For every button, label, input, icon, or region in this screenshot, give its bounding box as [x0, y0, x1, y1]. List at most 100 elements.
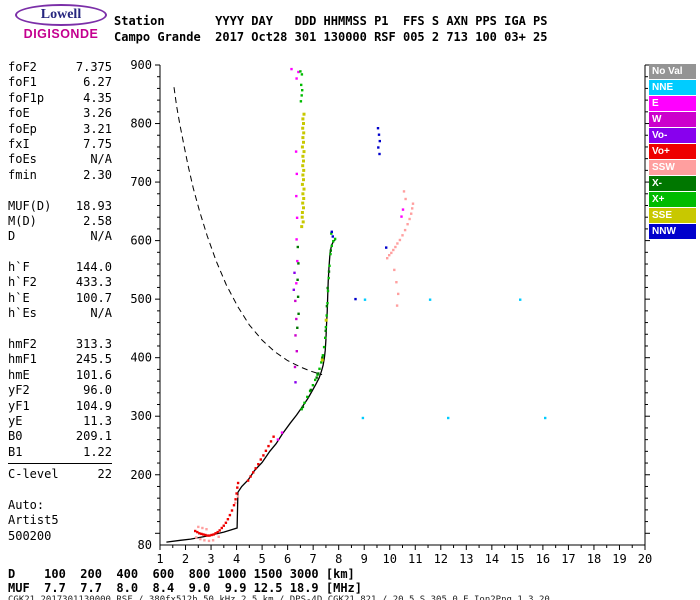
legend-item-nne: NNE [649, 80, 696, 95]
profile-line-topside-extrapolation [173, 87, 323, 376]
svg-text:8: 8 [335, 552, 342, 566]
legend-item-vo-: Vo- [649, 128, 696, 143]
param-value: 6.27 [83, 75, 112, 90]
svg-text:3: 3 [207, 552, 214, 566]
direction-legend: No Val NNE E W Vo- Vo+ SSW X- X+ SSE NNW [649, 64, 696, 240]
svg-text:17: 17 [561, 552, 575, 566]
param-row-b0: B0 209.1 [8, 429, 112, 444]
svg-text:7: 7 [310, 552, 317, 566]
param-value: 144.0 [75, 260, 112, 275]
param-label: h`Es [8, 306, 37, 321]
plot-axes [159, 65, 646, 546]
param-value: 7.375 [75, 60, 112, 74]
param-value: 1.22 [83, 444, 112, 459]
svg-text:10: 10 [383, 552, 397, 566]
param-label: D [8, 229, 16, 244]
svg-text:900: 900 [130, 58, 152, 72]
svg-text:16: 16 [536, 552, 550, 566]
param-value: N/A [90, 152, 112, 167]
svg-text:5: 5 [258, 552, 265, 566]
param-row-fof1: foF1 6.27 [8, 75, 112, 90]
param-row-artist5: Artist5 [8, 513, 112, 528]
param-row-hme: hmE 101.6 [8, 368, 112, 383]
param-label: foEp [8, 121, 37, 136]
param-row-fof1p: foF1p 4.35 [8, 91, 112, 106]
svg-text:700: 700 [130, 175, 152, 189]
legend-item-nnw: NNW [649, 224, 696, 239]
svg-text:15: 15 [510, 552, 524, 566]
echo-series-Vo+ [194, 435, 275, 537]
param-label: foF1p [8, 90, 45, 105]
param-value: 313.3 [75, 337, 112, 352]
svg-text:18: 18 [587, 552, 601, 566]
echo-series-E [276, 67, 405, 441]
param-label: Artist5 [8, 513, 59, 528]
svg-text:11: 11 [408, 552, 422, 566]
legend-item-x-: X- [649, 176, 696, 191]
param-row-hmf1: hmF1 245.5 [8, 352, 112, 367]
svg-text:600: 600 [130, 234, 152, 248]
echo-series-X- [296, 245, 332, 409]
lowell-digisonde-logo: Lowell DIGISONDE [8, 4, 114, 41]
param-value: 245.5 [75, 352, 112, 367]
svg-text:13: 13 [459, 552, 473, 566]
param-value: 104.9 [75, 398, 112, 413]
param-label: hmE [8, 367, 30, 382]
svg-text:6: 6 [284, 552, 291, 566]
param-value: 101.6 [75, 367, 112, 382]
y-axis-ticks [155, 64, 650, 534]
param-row-fof2: foF2 7.375 [8, 60, 112, 75]
param-value: 96.0 [83, 383, 112, 398]
param-divider [8, 463, 112, 465]
svg-text:2: 2 [182, 552, 189, 566]
x-axis-ticks [159, 545, 646, 550]
param-row-hmf2: hmF2 313.3 [8, 337, 112, 352]
param-label: foEs [8, 152, 37, 167]
legend-item-ssw: SSW [649, 160, 696, 175]
param-row-md: M(D) 2.58 [8, 214, 112, 229]
param-value: 2.30 [83, 167, 112, 182]
param-row-fxi: fxI 7.75 [8, 137, 112, 152]
legend-item-sse: SSE [649, 208, 696, 223]
echo-series-SSW [195, 190, 415, 543]
param-value: N/A [90, 229, 112, 244]
param-value: 18.93 [75, 198, 112, 213]
param-label: hmF1 [8, 352, 37, 367]
echo-series-Vo- [292, 271, 297, 384]
param-label: yF2 [8, 383, 30, 398]
param-value: N/A [90, 306, 112, 321]
param-label: 500200 [8, 528, 52, 543]
svg-text:1: 1 [156, 552, 163, 566]
legend-item-x+: X+ [649, 192, 696, 207]
x-axis-labels: 1 2 3 4 5 6 7 8 9 10 11 12 13 14 15 16 17 18 19 20 [156, 552, 652, 566]
station-header: Station YYYY DAY DDD HHMMSS P1 FFS S AXN… [114, 13, 547, 45]
param-label: foE [8, 106, 30, 121]
legend-item-vo+: Vo+ [649, 144, 696, 159]
legend-item-noval: No Val [649, 64, 696, 79]
param-row-auto: Auto: [8, 498, 112, 513]
parameter-panel: foF2 7.375 foF1 6.27 foF1p 4.35 foE 3.26 foEp 3.2… [8, 60, 112, 544]
svg-text:500: 500 [130, 292, 152, 306]
param-row-500200: 500200 [8, 529, 112, 544]
echo-series-NNE [361, 298, 547, 420]
param-value: 3.26 [83, 106, 112, 121]
svg-text:800: 800 [130, 117, 152, 131]
param-row-yf1: yF1 104.9 [8, 399, 112, 414]
legend-item-e: E [649, 96, 696, 111]
param-label: h`F2 [8, 275, 37, 290]
svg-text:20: 20 [638, 552, 652, 566]
param-row-clevel: C-level 22 [8, 467, 112, 482]
param-label: Auto: [8, 497, 45, 512]
param-row-foes: foEs N/A [8, 152, 112, 167]
param-label: yE [8, 413, 23, 428]
param-row-hes: h`Es N/A [8, 306, 112, 321]
param-value: 11.3 [83, 413, 112, 428]
param-label: h`F [8, 260, 30, 275]
file-info-line: CGK21_2017301130000.RSF / 380fx512h 50 k… [8, 595, 550, 600]
echo-series-W [293, 299, 298, 369]
param-row-fmin: fmin 2.30 [8, 168, 112, 183]
param-row-hf: h`F 144.0 [8, 260, 112, 275]
svg-text:14: 14 [485, 552, 499, 566]
